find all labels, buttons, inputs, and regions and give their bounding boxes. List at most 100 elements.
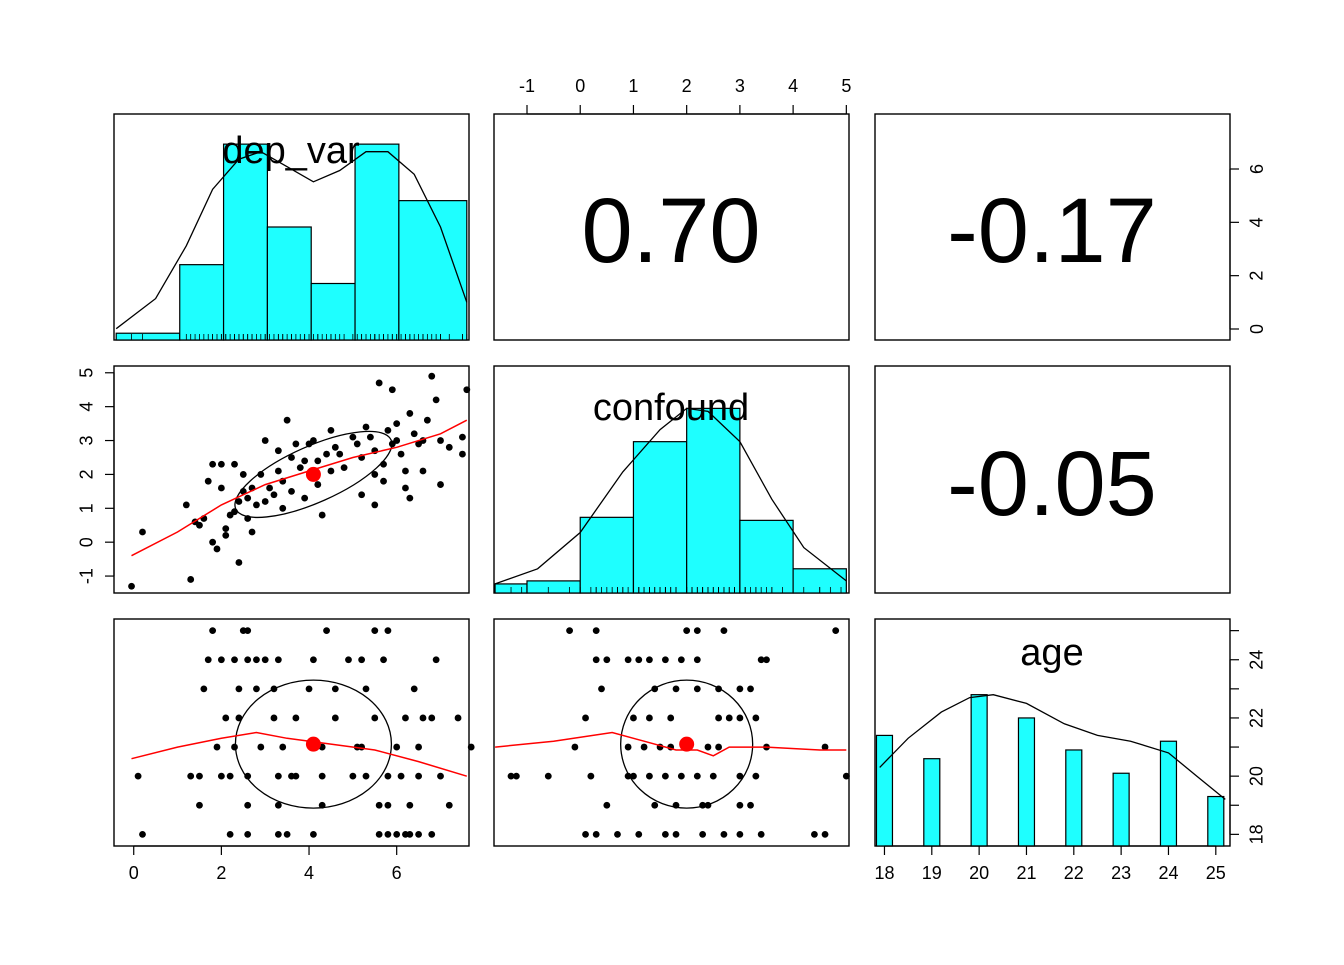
- confound_vs_age-point: [582, 830, 589, 838]
- confound_vs_age-point: [736, 714, 744, 722]
- confound_vs_age-point: [715, 685, 723, 693]
- confound_vs_age-point: [720, 830, 728, 838]
- confound_vs_age-point: [630, 714, 637, 722]
- dep_var_vs_age-point: [235, 714, 243, 722]
- dep_var_vs_confound-point: [239, 487, 247, 495]
- confound_vs_age-point: [720, 627, 728, 635]
- dep_var_vs_confound-point: [393, 437, 401, 444]
- age-hist-bar: [1207, 795, 1225, 847]
- confound_vs_age-point: [747, 801, 754, 809]
- variable-label-age: age: [1020, 632, 1083, 674]
- dep_var_vs_confound-point: [217, 484, 225, 492]
- confound-left-tick-label: 0: [77, 537, 97, 547]
- confound_vs_age-point: [677, 772, 685, 780]
- dep_var_vs_age-point: [349, 772, 357, 780]
- dep_var_vs_age-point: [235, 685, 243, 693]
- dep_var_vs_confound-point: [402, 467, 409, 475]
- dep_var_vs_age-point: [253, 656, 260, 664]
- dep-var-bottom-tick-label: 0: [129, 863, 139, 883]
- variable-label-dep-var: dep_var: [222, 130, 360, 172]
- confound_vs_age-point: [544, 772, 552, 780]
- confound_vs_age-point: [693, 656, 701, 664]
- dep_var_vs_confound-point: [139, 528, 146, 536]
- confound_vs_age-point: [661, 830, 669, 838]
- dep_var_vs_age-point: [384, 772, 392, 780]
- dep_var_vs_age-point: [305, 685, 313, 693]
- dep_var_vs_confound-point: [445, 443, 453, 451]
- centroids: [305, 466, 695, 752]
- confound_vs_age-point: [763, 656, 770, 664]
- dep_var_vs_confound-point: [380, 460, 387, 468]
- dep_var_vs_confound-point: [388, 386, 396, 394]
- age-hist-bar: [1017, 717, 1036, 847]
- dep_var_vs_confound-point: [463, 386, 471, 394]
- dep_var_vs_confound-point: [288, 487, 295, 495]
- dep_var-hist-bar: [354, 143, 400, 341]
- dep_var_vs_age-point: [393, 830, 401, 838]
- dep_var_vs_confound-point: [459, 450, 466, 458]
- dep_var-hist-bar: [266, 226, 312, 341]
- confound_vs_age-point: [736, 772, 744, 780]
- dep_var_vs_confound-point: [292, 440, 300, 448]
- confound_vs_age-point: [630, 772, 637, 780]
- confound-top-tick-label: 4: [788, 76, 798, 96]
- dep_var-hist-bar: [222, 143, 268, 341]
- confound_vs_age-point: [635, 830, 643, 838]
- dep_var_vs_age-point: [331, 685, 339, 693]
- dep_var_vs_confound-point: [336, 450, 344, 458]
- dep_var_vs_age-point: [415, 772, 422, 780]
- confound-top-tick-label: 5: [841, 76, 851, 96]
- confound_vs_age-point: [752, 772, 760, 780]
- confound_vs_age-point: [704, 801, 712, 809]
- dep-var-hist-right-tick-label: 0: [1247, 324, 1267, 334]
- dep_var_vs_age-point: [196, 772, 203, 780]
- confound_vs_age-point: [651, 801, 659, 809]
- dep_var_vs_age-point: [454, 714, 462, 722]
- dep_var_vs_confound-point: [248, 528, 256, 536]
- confound_vs_age-point: [635, 656, 643, 664]
- dep_var_vs_age-point: [204, 656, 212, 664]
- confound-top-tick-label: -1: [519, 76, 535, 96]
- dep_var_vs_age-point: [445, 801, 453, 809]
- dep_var_vs_age-point: [253, 685, 260, 693]
- dep_var_vs_confound-point: [331, 443, 339, 451]
- age-bottom-tick-label: 24: [1158, 863, 1178, 883]
- correlation-value-dep-var-confound: 0.70: [581, 180, 760, 282]
- confound_vs_age-ellipse: [620, 679, 754, 809]
- dep_var_vs_age-centroid: [305, 736, 321, 752]
- dep_var_vs_age-point: [270, 714, 278, 722]
- confound-hist-bar: [739, 519, 794, 594]
- dep-var-hist-right-tick-label: 2: [1247, 271, 1267, 281]
- confound-top-tick-label: 3: [735, 76, 745, 96]
- confound-hist-bar: [526, 580, 581, 594]
- dep_var_vs_confound-point: [187, 576, 195, 583]
- confound_vs_age-point: [832, 627, 840, 635]
- dep_var_vs_confound-point: [244, 515, 252, 522]
- dep_var_vs_confound-point: [419, 467, 427, 475]
- dep_var_vs_confound-point: [380, 477, 387, 485]
- dep_var_vs_age-point: [274, 830, 282, 838]
- dep_var_vs_confound-point: [371, 471, 379, 478]
- confound-hist-bar: [632, 441, 688, 594]
- dep_var_vs_age-point: [283, 830, 291, 838]
- dep_var_vs_age-point: [244, 830, 252, 838]
- dep_var_vs_age-point: [406, 830, 414, 838]
- dep_var_vs_confound-point: [196, 521, 203, 529]
- confound_vs_age-point: [624, 656, 632, 664]
- confound_vs_age-point: [752, 714, 760, 722]
- dep_var_vs_confound-point: [406, 410, 414, 417]
- confound_vs_age-point: [821, 830, 829, 838]
- scatter-points: [128, 372, 850, 838]
- dep_var_vs_age-smoother-line: [131, 731, 468, 777]
- dep_var_vs_age-point: [261, 656, 269, 664]
- age-right-tick-label: 20: [1247, 766, 1267, 786]
- dep_var_vs_age-point: [139, 830, 146, 838]
- confound_vs_age-point: [646, 772, 653, 780]
- dep_var_vs_age-point: [419, 714, 427, 722]
- dep_var_vs_age-point: [371, 714, 379, 722]
- dep_var_vs_confound-point: [270, 491, 278, 499]
- age-bottom-tick-label: 22: [1064, 863, 1084, 883]
- dep_var_vs_confound-point: [296, 464, 304, 472]
- dep_var_vs_confound-point: [222, 532, 230, 539]
